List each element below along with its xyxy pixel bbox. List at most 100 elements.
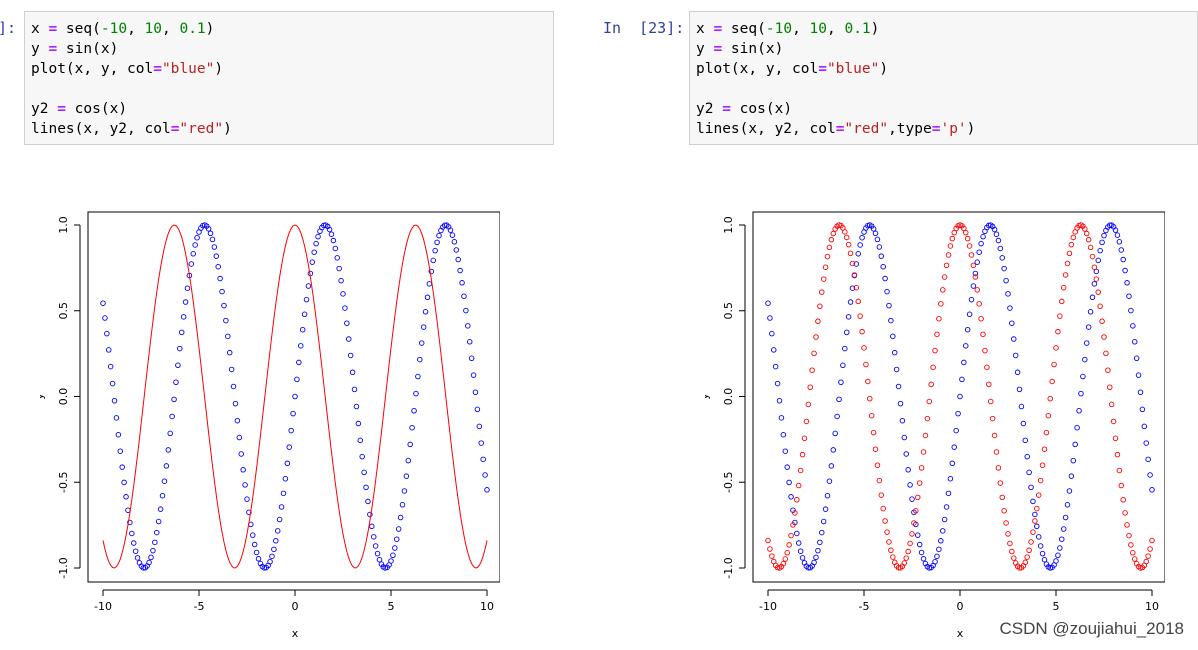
data-point: [836, 396, 842, 403]
data-point: [980, 331, 986, 338]
x-axis-label: x: [957, 627, 964, 640]
data-point: [246, 509, 252, 516]
data-point: [878, 253, 885, 259]
data-point: [1122, 267, 1128, 274]
data-point: [909, 531, 915, 537]
data-point: [211, 244, 218, 250]
y-tick-label: -1.0: [722, 557, 735, 578]
data-point: [863, 361, 869, 368]
data-point: [1114, 451, 1121, 458]
data-point: [936, 315, 942, 322]
data-point: [963, 343, 969, 349]
data-point: [976, 301, 982, 307]
data-point: [987, 398, 994, 405]
data-point: [857, 242, 863, 248]
data-point: [1116, 467, 1123, 474]
data-point: [244, 496, 250, 502]
data-point: [159, 492, 166, 499]
data-point: [463, 307, 469, 314]
data-point: [872, 230, 879, 237]
code-cell[interactable]: x = seq(-10, 10, 0.1) y = sin(x) plot(x, y…: [689, 11, 1198, 145]
data-point: [169, 413, 175, 420]
data-point: [1028, 539, 1034, 545]
x-tick-label: 5: [388, 600, 395, 613]
data-point: [1085, 236, 1092, 243]
data-point: [182, 299, 189, 305]
data-point: [957, 393, 963, 400]
data-point: [1145, 456, 1151, 463]
data-point: [1130, 550, 1136, 556]
code-token: lines(x, y2, col: [696, 121, 836, 137]
data-point: [401, 488, 408, 494]
data-point: [267, 559, 273, 565]
code-token: y: [31, 41, 49, 57]
data-point: [1026, 469, 1032, 476]
data-point: [274, 528, 281, 534]
data-point: [861, 345, 867, 351]
code-token: sin(x): [57, 41, 119, 57]
data-point: [774, 380, 781, 387]
data-point: [1093, 276, 1100, 282]
x-tick-label: 10: [480, 600, 494, 613]
data-point: [890, 333, 896, 340]
data-point: [820, 518, 827, 525]
data-point: [916, 480, 923, 486]
x-tick-label: -10: [94, 600, 112, 613]
data-point: [776, 397, 783, 404]
data-point: [951, 444, 957, 450]
data-point: [895, 383, 902, 390]
data-point: [1141, 423, 1148, 430]
data-point: [1005, 531, 1011, 537]
code-token: sin(x): [722, 41, 784, 57]
data-point: [417, 356, 423, 363]
code-token: x: [696, 21, 714, 37]
data-point: [296, 359, 302, 366]
data-point: [351, 386, 358, 393]
data-point: [1089, 253, 1096, 260]
data-point: [190, 251, 196, 257]
data-point: [315, 233, 321, 240]
data-point: [280, 490, 287, 497]
data-point: [1035, 534, 1042, 540]
code-token: plot(x, y, col: [696, 61, 819, 77]
data-point: [1082, 226, 1088, 232]
data-point: [995, 465, 1002, 471]
data-point: [909, 496, 915, 502]
data-point: [353, 403, 360, 410]
data-point: [982, 347, 988, 354]
data-point: [801, 435, 808, 442]
data-point: [842, 229, 848, 235]
data-point: [240, 467, 246, 473]
data-point: [121, 479, 127, 486]
data-point: [1124, 280, 1130, 286]
data-point: [822, 506, 829, 512]
data-point: [1101, 334, 1107, 340]
data-point: [148, 554, 154, 561]
data-point: [376, 556, 383, 563]
data-point: [426, 281, 433, 287]
data-point: [171, 396, 177, 403]
data-point: [972, 274, 979, 280]
code-cell[interactable]: x = seq(-10, 10, 0.1) y = sin(x) plot(x, y…: [24, 11, 554, 145]
y-axis-label: y: [40, 393, 46, 400]
data-point: [278, 504, 285, 510]
data-point: [1105, 367, 1111, 373]
data-point: [947, 475, 954, 482]
data-point: [104, 330, 110, 337]
data-point: [855, 298, 861, 305]
data-point: [1149, 537, 1155, 544]
data-point: [936, 546, 942, 553]
data-point: [853, 261, 860, 267]
data-point: [1120, 256, 1126, 263]
data-point: [920, 556, 927, 562]
data-point: [328, 231, 335, 237]
x-tick-label: 10: [1145, 600, 1159, 613]
data-point: [286, 444, 292, 450]
code-token: ): [879, 61, 889, 77]
data-point: [1131, 339, 1138, 345]
data-point: [466, 339, 473, 345]
data-point: [855, 251, 861, 257]
data-point: [409, 424, 415, 431]
data-point: [1053, 558, 1059, 564]
data-point: [269, 553, 275, 560]
